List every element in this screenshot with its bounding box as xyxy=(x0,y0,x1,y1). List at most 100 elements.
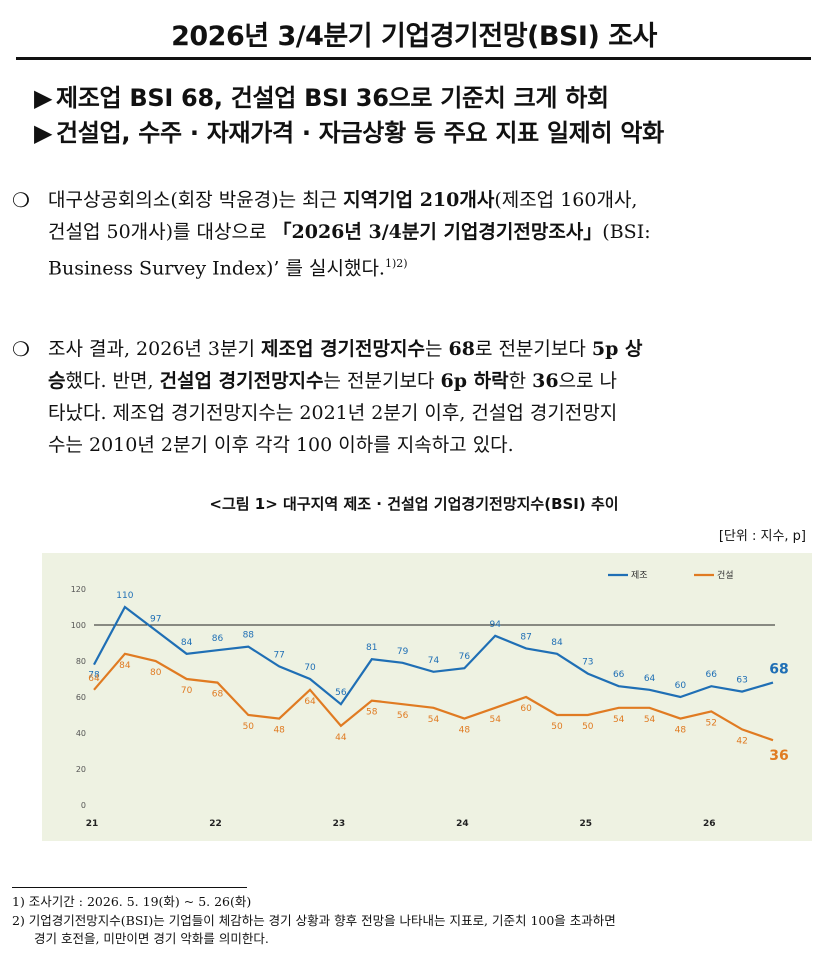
triangle-icon: ▶ xyxy=(34,119,53,147)
legend-label: 제조 xyxy=(631,570,648,581)
paragraph-survey-overview: ❍ 대구상공회의소(회장 박윤경)는 최근 지역기업 210개사(제조업 160… xyxy=(12,184,824,284)
circle-bullet-icon: ❍ xyxy=(12,337,30,361)
legend-label: 건설 xyxy=(717,570,734,581)
data-label: 50 xyxy=(582,722,594,732)
data-label: 56 xyxy=(397,711,409,721)
data-label: 52 xyxy=(706,718,717,728)
data-label: 78 xyxy=(88,671,100,681)
data-label: 54 xyxy=(490,715,502,725)
emphasis: 승 xyxy=(48,370,66,392)
data-label: 54 xyxy=(644,715,656,725)
figure-title: <그림 1> 대구지역 제조 · 건설업 기업경기전망지수(BSI) 추이 xyxy=(209,495,619,513)
data-label: 66 xyxy=(706,670,718,680)
emphasis: 6p 하락 xyxy=(440,370,509,392)
data-label: 80 xyxy=(150,668,162,678)
text: (BSI: xyxy=(602,221,651,243)
emphasis: 지역기업 210개사 xyxy=(343,189,495,211)
text: 로 전분기보다 xyxy=(474,338,592,360)
data-label: 110 xyxy=(116,591,133,601)
data-label: 56 xyxy=(335,688,347,698)
data-label: 77 xyxy=(273,650,284,660)
figure-unit: [단위 : 지수, p] xyxy=(718,529,806,544)
data-label: 87 xyxy=(520,632,531,642)
x-tick-label: 25 xyxy=(580,819,593,829)
data-label: 42 xyxy=(736,736,747,746)
emphasis: 5p 상 xyxy=(591,338,643,360)
emphasis: 36 xyxy=(532,370,559,392)
text: 한 xyxy=(508,370,533,392)
data-label: 68 xyxy=(769,662,788,678)
emphasis: 제조업 경기전망지수 xyxy=(261,338,425,360)
data-label: 68 xyxy=(212,690,224,700)
y-tick-label: 80 xyxy=(76,657,86,666)
line: Business Survey Index)’ 를 실시했다.1)2) xyxy=(48,248,824,284)
line: 타났다. 제조업 경기전망지수는 2021년 2분기 이후, 건설업 경기전망지 xyxy=(48,402,618,424)
data-label: 97 xyxy=(150,614,161,624)
data-label: 63 xyxy=(736,676,747,686)
y-tick-label: 20 xyxy=(76,765,86,774)
data-label: 70 xyxy=(304,663,316,673)
text: (제조업 160개사, xyxy=(494,189,638,211)
x-tick-label: 23 xyxy=(333,819,346,829)
x-tick-label: 26 xyxy=(703,819,716,829)
data-label: 64 xyxy=(304,697,316,707)
series-line-construction xyxy=(93,652,774,742)
line: 대구상공회의소(회장 박윤경)는 최근 지역기업 210개사(제조업 160개사… xyxy=(48,184,824,216)
data-label: 48 xyxy=(459,726,471,736)
footnote-2: 2) 기업경기전망지수(BSI)는 기업들이 체감하는 경기 상황과 향후 전망… xyxy=(12,913,616,928)
paragraph-survey-results: ❍ 조사 결과, 2026년 3분기 제조업 경기전망지수는 68로 전분기보다… xyxy=(12,333,824,461)
data-label: 50 xyxy=(243,722,255,732)
data-label: 94 xyxy=(490,620,502,630)
x-tick-label: 22 xyxy=(209,819,222,829)
line: 조사 결과, 2026년 3분기 제조업 경기전망지수는 68로 전분기보다 5… xyxy=(48,333,824,365)
data-label: 58 xyxy=(366,708,378,718)
headline-text: 건설업, 수주 · 자재가격 · 자금상황 등 주요 지표 일제히 악화 xyxy=(56,119,664,147)
data-label: 66 xyxy=(613,670,625,680)
data-label: 54 xyxy=(428,715,440,725)
text: 건설업 50개사)를 대상으로 xyxy=(48,221,273,243)
data-label: 64 xyxy=(644,674,656,684)
y-tick-label: 100 xyxy=(71,621,86,630)
data-label: 84 xyxy=(181,638,193,648)
text: 으로 나 xyxy=(558,370,618,392)
y-tick-label: 0 xyxy=(81,801,86,810)
data-label: 44 xyxy=(335,733,347,743)
page-title: 2026년 3/4분기 기업경기전망(BSI) 조사 xyxy=(171,21,657,52)
footnote-ref: 1)2) xyxy=(384,257,408,270)
series-line-manufacturing xyxy=(93,605,774,706)
text: 조사 결과, 2026년 3분기 xyxy=(48,338,262,360)
triangle-icon: ▶ xyxy=(34,84,53,112)
data-label: 84 xyxy=(119,661,131,671)
emphasis: 건설업 경기전망지수 xyxy=(159,370,324,392)
emphasis: 68 xyxy=(448,338,475,360)
data-label: 60 xyxy=(520,704,532,714)
data-label: 74 xyxy=(428,656,440,666)
line: 건설업 50개사)를 대상으로 「2026년 3/4분기 기업경기전망조사」(B… xyxy=(48,216,824,248)
data-label: 88 xyxy=(243,631,255,641)
line: 수는 2010년 2분기 이후 각각 100 이하를 지속하고 있다. xyxy=(48,434,514,456)
data-label: 86 xyxy=(212,634,224,644)
emphasis: 「2026년 3/4분기 기업경기전망조사」 xyxy=(272,221,603,243)
data-label: 73 xyxy=(582,658,593,668)
headline-text: 제조업 BSI 68, 건설업 BSI 36으로 기준치 크게 하회 xyxy=(56,84,609,112)
x-tick-label: 24 xyxy=(456,819,469,829)
data-label: 81 xyxy=(366,643,377,653)
y-tick-label: 60 xyxy=(76,693,86,702)
footnote-2-cont: 경기 호전을, 미만이면 경기 악화를 의미한다. xyxy=(34,931,269,946)
bsi-chart: 0 20 40 60 80 100 120 21 22 23 24 25 26 78 110 97 84 86 88… xyxy=(42,553,812,841)
y-tick-label: 120 xyxy=(71,585,86,594)
y-tick-label: 40 xyxy=(76,729,86,738)
footnote-1: 1) 조사기간 : 2026. 5. 19(화) ~ 5. 26(화) xyxy=(12,894,252,909)
headline-2: ▶ 건설업, 수주 · 자재가격 · 자금상황 등 주요 지표 일제히 악화 xyxy=(34,113,664,148)
data-label: 70 xyxy=(181,686,193,696)
x-tick-label: 21 xyxy=(86,819,99,829)
text: 했다. 반면, xyxy=(65,370,160,392)
data-label: 54 xyxy=(613,715,625,725)
data-label: 64 xyxy=(88,674,100,684)
title-divider xyxy=(16,57,811,60)
headline-1: ▶ 제조업 BSI 68, 건설업 BSI 36으로 기준치 크게 하회 xyxy=(34,78,609,113)
line: 승했다. 반면, 건설업 경기전망지수는 전분기보다 6p 하락한 36으로 나 xyxy=(48,365,824,397)
text: 는 xyxy=(424,338,449,360)
data-label: 60 xyxy=(675,681,687,691)
footnote-divider xyxy=(12,887,247,888)
